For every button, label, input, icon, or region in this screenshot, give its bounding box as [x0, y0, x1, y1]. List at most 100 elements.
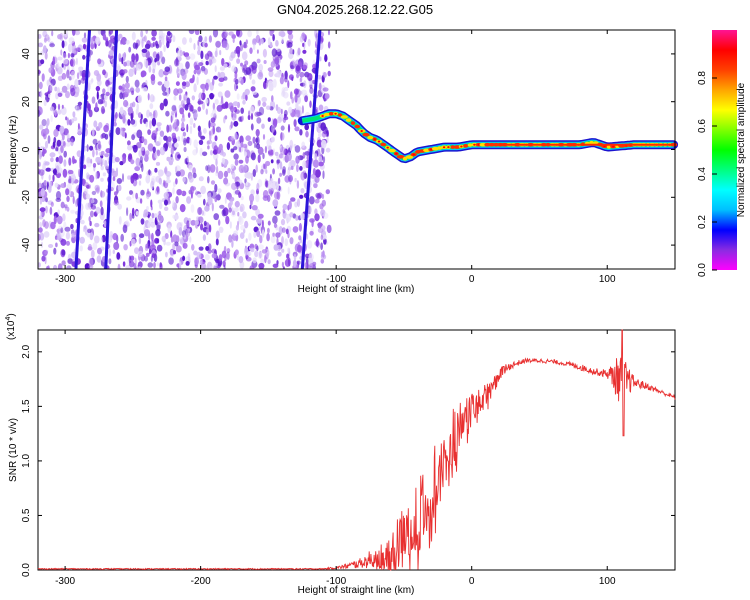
ridge-core [612, 145, 615, 148]
spectrogram-cell [240, 78, 244, 85]
spectrogram-cell [87, 184, 91, 189]
spectrogram-cell [197, 45, 201, 51]
spectrogram-cell [68, 175, 72, 184]
spectrogram-cell [250, 189, 255, 196]
colorbar-label: Normalized spectral amplitude [736, 82, 747, 217]
spectrogram-cell [174, 142, 179, 148]
ridge-core [395, 152, 398, 155]
spectrogram-cell [229, 105, 234, 113]
spectrogram-cell [59, 125, 65, 134]
spectrogram-cell [245, 181, 248, 186]
spectrogram-cell [238, 116, 243, 122]
spectrogram-cell [230, 135, 235, 141]
spectrogram-cell [129, 212, 133, 222]
spectrogram-cell [82, 178, 85, 187]
spectrogram-cell [79, 236, 85, 244]
spectrogram-cell [82, 72, 86, 81]
spectrogram-cell [56, 235, 61, 241]
spectrogram-cell [62, 168, 68, 178]
spectrogram-cell [215, 238, 219, 246]
spectrogram-cell [295, 263, 299, 269]
spectrogram-cell [219, 50, 222, 56]
spectrogram-cell [236, 58, 241, 64]
spectrogram-cell [209, 132, 212, 141]
spectrogram-cell [276, 191, 281, 200]
spectrogram-cell [77, 79, 82, 85]
spectrogram-cell [186, 220, 190, 229]
spectrogram-cell [200, 185, 207, 195]
spectrogram-cell [257, 146, 264, 155]
spectrogram-cell [215, 262, 218, 267]
spectrogram-cell [245, 67, 252, 75]
spectrogram-cell [145, 59, 149, 69]
spectrogram-cell [193, 69, 197, 75]
spectrogram-cell [198, 35, 203, 43]
spectrogram-cell [135, 42, 139, 49]
spectrogram-cell [156, 149, 161, 157]
spectrogram-cell [146, 206, 149, 211]
spectrogram-cell [112, 249, 116, 255]
spectrogram-cell [186, 196, 192, 204]
spectrogram-cell [135, 192, 139, 200]
spectrogram-cell [243, 151, 248, 157]
spectrogram-cell [323, 237, 327, 245]
spectrogram-cell [152, 51, 157, 59]
spectrogram-cell [165, 171, 172, 177]
spectrogram-cell [141, 39, 144, 48]
spectrogram-cell [165, 251, 168, 258]
spectrogram-cell [249, 204, 252, 210]
spectrogram-cell [83, 225, 87, 230]
spectrogram-cell [294, 94, 298, 103]
spectrogram-cell [321, 139, 327, 149]
spectrogram-cell [210, 180, 216, 185]
spectrogram-cell [209, 92, 215, 100]
spectrogram-cell [172, 187, 175, 195]
spectrogram-cell [54, 86, 58, 92]
spectrogram-cell [298, 90, 303, 95]
spectrogram-cell [68, 43, 73, 53]
spectrogram-cell [200, 65, 206, 72]
spectrogram-cell [107, 85, 110, 93]
spectrogram-cell [232, 210, 235, 216]
spectrogram-cell [183, 146, 187, 153]
spectrogram-cell [76, 150, 82, 158]
spectrogram-cell [170, 236, 174, 243]
spectrogram-cell [320, 258, 325, 264]
spectrogram-cell [43, 180, 47, 186]
spectrogram-cell [299, 129, 303, 136]
spectrogram-cell [61, 85, 68, 93]
spectrogram-cell [103, 220, 107, 228]
spectrogram-cell [234, 200, 240, 208]
spectrogram-cell [183, 234, 186, 240]
spectrogram-cell [181, 121, 185, 130]
spectrogram-cell [179, 107, 185, 115]
spectrogram-cell [74, 79, 79, 88]
spectrogram-cell [131, 207, 135, 216]
spectrogram-cell [202, 151, 208, 157]
spectrogram-cell [276, 182, 280, 190]
spectrogram-cell [255, 164, 258, 173]
spectrogram-cell [244, 60, 249, 66]
spectrogram-cell [119, 106, 124, 115]
spectrogram-cell [66, 206, 70, 212]
spectrogram-cell [212, 108, 217, 117]
spectrogram-cell [193, 112, 198, 119]
spectrogram-cell [146, 193, 150, 200]
spectrogram-cell [52, 141, 56, 148]
spectrogram-cell [136, 103, 139, 111]
spectrogram-cell [189, 53, 196, 60]
spectrogram-cell [192, 172, 197, 179]
spectrogram-cell [122, 69, 128, 74]
spectrogram-cell [245, 238, 248, 243]
spectrogram-cell [317, 132, 322, 138]
spectrogram-cell [195, 146, 198, 154]
spectrogram-cell [159, 130, 165, 137]
spectrogram-cell [215, 230, 220, 239]
spectrogram-cell [49, 152, 56, 158]
spectrogram-cell [100, 236, 104, 244]
spectrogram-cell [221, 103, 228, 109]
spectrogram-cell [234, 109, 240, 114]
spectrogram-cell [256, 49, 259, 54]
spectrogram-cell [188, 175, 194, 183]
spectrogram-cell [142, 36, 146, 42]
